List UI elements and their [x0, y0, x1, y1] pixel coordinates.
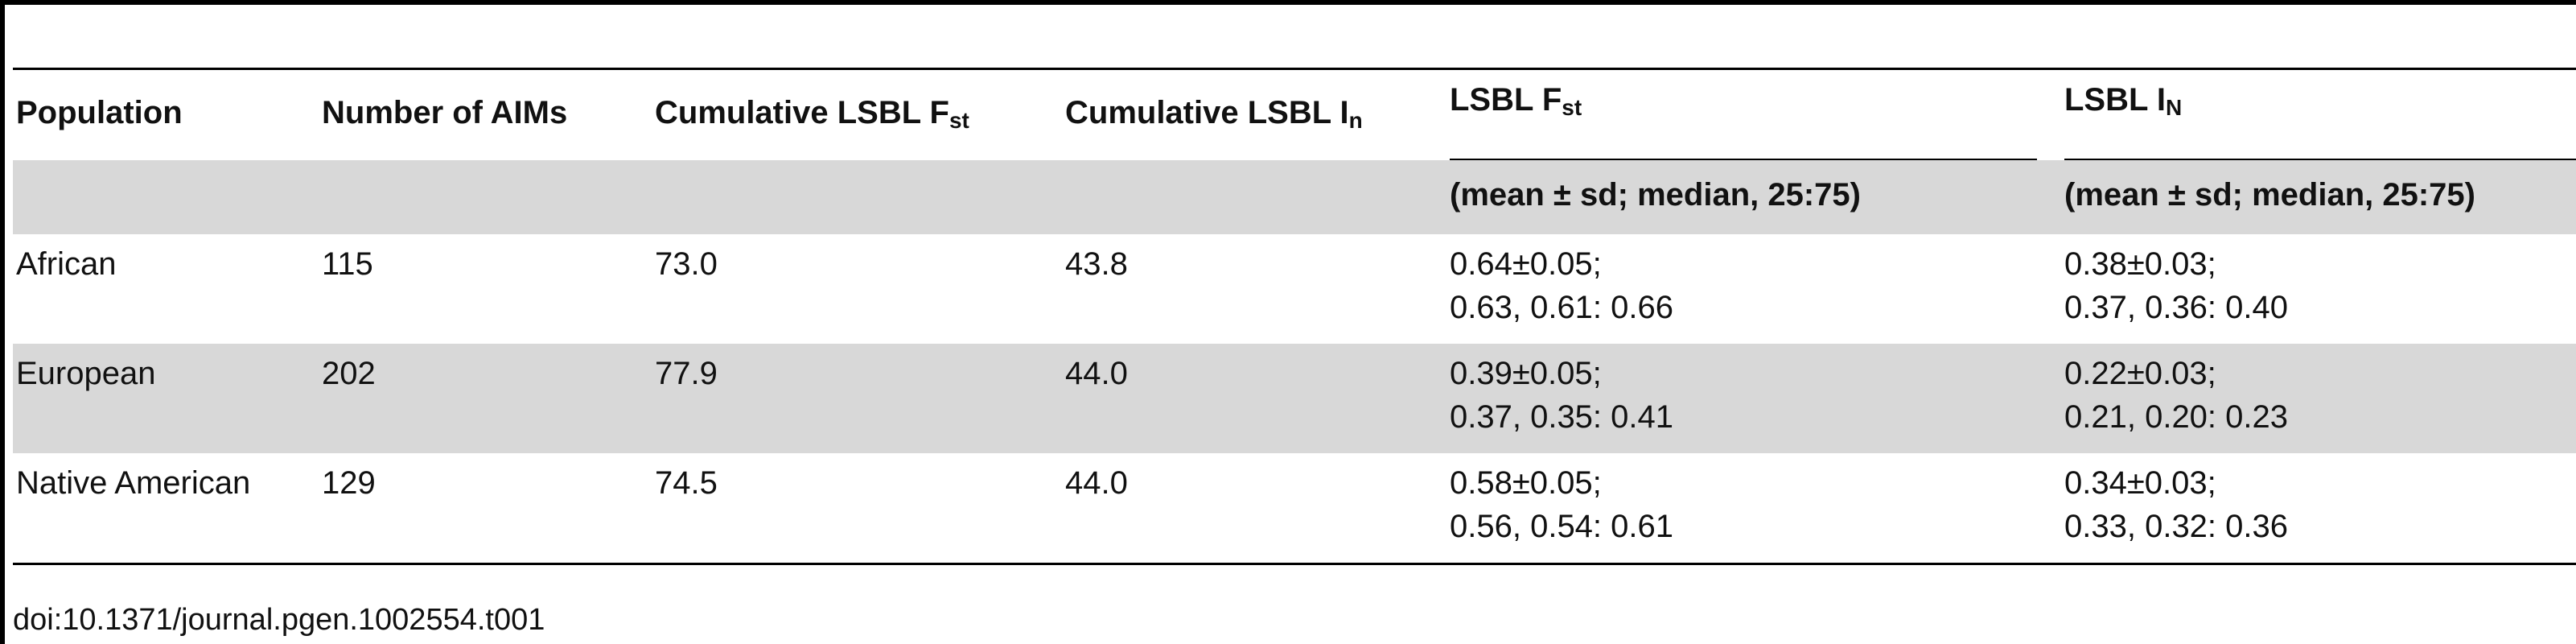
cell-number-of-aims: 129	[322, 465, 376, 501]
cell-lsbl-in: 0.34±0.03; 0.33, 0.32: 0.36	[2064, 461, 2288, 548]
table-row: European 202 77.9 44.0 0.39±0.05; 0.37, 0…	[13, 344, 2576, 453]
header-cumulative-lsbl-fst-text: Cumulative LSBL F	[655, 95, 949, 130]
cell-lsbl-in-median: 0.37, 0.36: 0.40	[2064, 290, 2289, 325]
cell-lsbl-in: 0.38±0.03; 0.37, 0.36: 0.40	[2064, 242, 2288, 329]
cell-lsbl-in-mean: 0.38±0.03;	[2064, 246, 2216, 282]
cell-lsbl-in-mean: 0.34±0.03;	[2064, 465, 2216, 501]
subheader-lsbl-fst-stat: (mean ± sd; median, 25:75)	[1450, 177, 1861, 213]
cell-lsbl-fst-mean: 0.58±0.05;	[1450, 465, 1602, 501]
header-cumulative-lsbl-in: Cumulative LSBL In	[1065, 91, 1363, 134]
header-lsbl-in-underline	[2064, 159, 2576, 160]
header-cumulative-lsbl-fst-subscript: st	[949, 108, 969, 133]
table-bottom-rule	[13, 563, 2576, 565]
header-cumulative-lsbl-fst: Cumulative LSBL Fst	[655, 91, 969, 134]
page-top-border	[0, 0, 2576, 5]
cell-lsbl-fst-median: 0.37, 0.35: 0.41	[1450, 399, 1674, 435]
cell-population: European	[16, 356, 156, 391]
cell-number-of-aims: 202	[322, 356, 376, 391]
cell-lsbl-fst: 0.39±0.05; 0.37, 0.35: 0.41	[1450, 352, 1673, 439]
table-row: African 115 73.0 43.8 0.64±0.05; 0.63, 0.…	[13, 234, 2576, 344]
table-row: Native American 129 74.5 44.0 0.58±0.05;…	[13, 453, 2576, 563]
cell-lsbl-in: 0.22±0.03; 0.21, 0.20: 0.23	[2064, 352, 2288, 439]
table-header-row: Population Number of AIMs Cumulative LSB…	[13, 70, 2576, 160]
cell-lsbl-fst: 0.58±0.05; 0.56, 0.54: 0.61	[1450, 461, 1673, 548]
subheader-lsbl-in-stat: (mean ± sd; median, 25:75)	[2064, 177, 2475, 213]
table-subheader-row: (mean ± sd; median, 25:75) (mean ± sd; m…	[13, 160, 2576, 234]
header-lsbl-fst-underline	[1450, 159, 2037, 160]
cell-number-of-aims: 115	[322, 246, 373, 282]
cell-cumulative-in: 44.0	[1065, 465, 1128, 501]
cell-lsbl-in-mean: 0.22±0.03;	[2064, 356, 2216, 391]
cell-population: Native American	[16, 465, 251, 501]
header-lsbl-in-text: LSBL I	[2064, 82, 2166, 118]
cell-lsbl-in-median: 0.33, 0.32: 0.36	[2064, 509, 2289, 544]
cell-lsbl-in-median: 0.21, 0.20: 0.23	[2064, 399, 2289, 435]
page-left-border	[0, 0, 5, 644]
cell-lsbl-fst-median: 0.63, 0.61: 0.66	[1450, 290, 1674, 325]
header-lsbl-in: LSBL IN	[2064, 78, 2182, 122]
header-population: Population	[16, 95, 183, 130]
cell-cumulative-fst: 73.0	[655, 246, 718, 282]
header-lsbl-fst-text: LSBL F	[1450, 82, 1562, 118]
header-cumulative-lsbl-in-subscript: n	[1348, 108, 1363, 133]
header-lsbl-fst-subscript: st	[1562, 95, 1582, 120]
header-number-of-aims: Number of AIMs	[322, 95, 568, 130]
header-lsbl-in-subscript: N	[2165, 95, 2183, 120]
cell-cumulative-fst: 77.9	[655, 356, 718, 391]
cell-lsbl-fst: 0.64±0.05; 0.63, 0.61: 0.66	[1450, 242, 1673, 329]
cell-lsbl-fst-mean: 0.64±0.05;	[1450, 246, 1602, 282]
header-cumulative-lsbl-in-text: Cumulative LSBL I	[1065, 95, 1349, 130]
cell-lsbl-fst-mean: 0.39±0.05;	[1450, 356, 1602, 391]
cell-population: African	[16, 246, 117, 282]
cell-cumulative-in: 44.0	[1065, 356, 1128, 391]
header-lsbl-fst: LSBL Fst	[1450, 78, 1582, 122]
cell-cumulative-in: 43.8	[1065, 246, 1128, 282]
cell-cumulative-fst: 74.5	[655, 465, 718, 501]
cell-lsbl-fst-median: 0.56, 0.54: 0.61	[1450, 509, 1674, 544]
table-top-rule	[13, 68, 2576, 70]
data-table: Population Number of AIMs Cumulative LSB…	[13, 68, 2576, 565]
doi-caption: doi:10.1371/journal.pgen.1002554.t001	[13, 603, 545, 637]
